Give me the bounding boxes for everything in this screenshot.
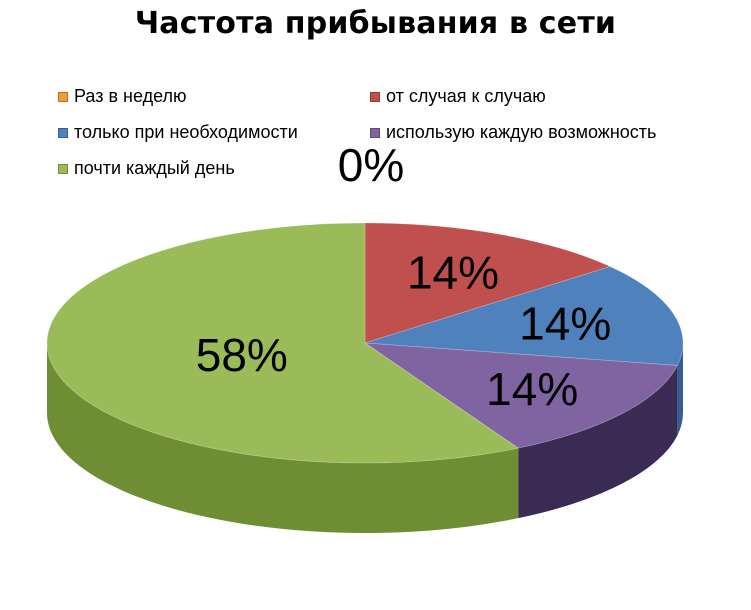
pie-slice-3 xyxy=(363,342,678,449)
pie-sides xyxy=(47,343,683,533)
legend-label-1: от случая к случаю xyxy=(386,86,546,106)
pie-slice-2 xyxy=(364,266,684,366)
data-label-3: 14% xyxy=(486,363,578,415)
pie-slices xyxy=(46,222,684,464)
legend-label-3: использую каждую возможность xyxy=(386,122,657,142)
chart-title: Частота прибывания в сети xyxy=(134,6,617,41)
legend-item-3: использую каждую возможность xyxy=(370,122,656,143)
data-label-1: 14% xyxy=(407,246,499,298)
legend-swatch-3 xyxy=(370,127,380,138)
legend-item-2: только при необходимости xyxy=(58,122,298,143)
data-label-2: 14% xyxy=(519,298,611,350)
legend-label-4: почти каждый день xyxy=(74,158,235,178)
pie-side-4 xyxy=(47,343,519,533)
legend-item-1: от случая к случаю xyxy=(370,86,546,107)
legend-swatch-4 xyxy=(58,163,68,174)
legend-swatch-2 xyxy=(58,127,68,138)
legend-swatch-1 xyxy=(370,91,380,102)
legend-label-0: Раз в неделю xyxy=(74,86,187,106)
legend-label-2: только при необходимости xyxy=(74,122,298,142)
pie-data-labels: 0% 14% 14% 14% 58% xyxy=(196,139,611,415)
legend-item-4: почти каждый день xyxy=(58,158,235,179)
pie-slice-4 xyxy=(46,222,520,464)
legend-swatch-0 xyxy=(58,91,68,102)
pie-side-2 xyxy=(677,343,683,436)
legend-item-0: Раз в неделю xyxy=(58,86,187,107)
data-label-4: 58% xyxy=(196,329,288,381)
pie-slice-1 xyxy=(364,222,612,344)
data-label-0: 0% xyxy=(338,139,404,191)
legend: Раз в неделю от случая к случаю только п… xyxy=(0,0,751,200)
pie-side-3 xyxy=(518,365,678,519)
